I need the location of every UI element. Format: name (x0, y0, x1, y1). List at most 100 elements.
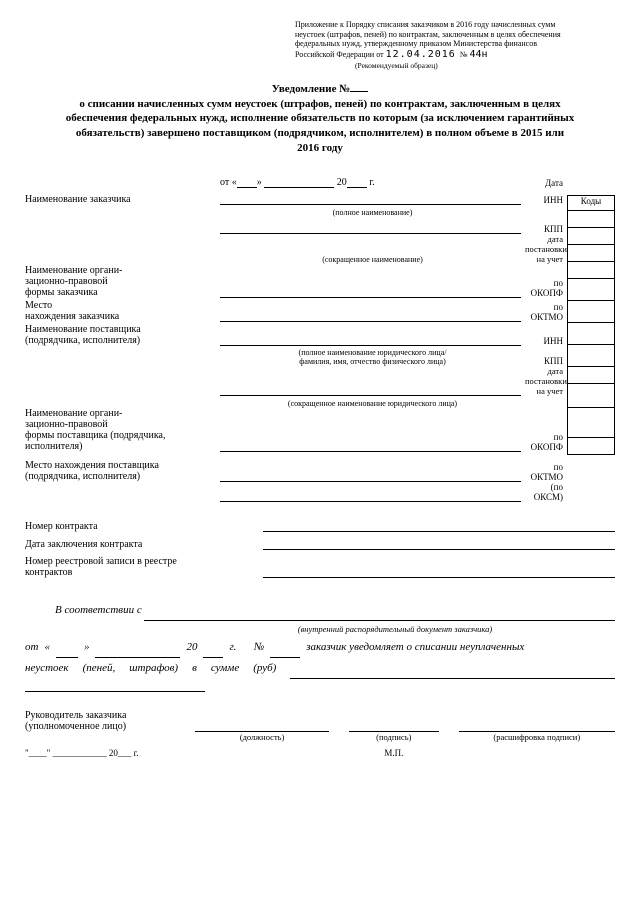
month-field2[interactable] (95, 645, 180, 658)
customer-name-label: Наименование заказчика (25, 194, 220, 205)
title-line: обеспечения федеральных нужд, исполнение… (25, 111, 615, 126)
signature-block: Руководитель заказчика (уполномоченное л… (25, 710, 615, 758)
supplier-short-field[interactable] (220, 382, 521, 396)
customer-location-row: Место нахождения заказчика по ОКТМО (25, 298, 615, 322)
rlabel-oktmo2: по ОКТМО (525, 462, 615, 482)
title-line: 2016 году (25, 141, 615, 156)
title-line: о списании начисленных сумм неустоек (шт… (25, 97, 615, 112)
amount-field[interactable] (290, 666, 615, 679)
appendix-line: Российской Федерации от 12.04.2016 № 44н (295, 49, 615, 61)
year-field[interactable] (347, 176, 367, 188)
contract-date-label: Дата заключения контракта (25, 539, 235, 550)
recommended-label: (Рекомендуемый образец) (355, 61, 615, 70)
rlabel-inn2: ИНН (525, 336, 615, 346)
appendix-block: Приложение к Порядку списания заказчиком… (295, 20, 615, 70)
num-label: № (254, 637, 264, 658)
customer-name-row: Наименование заказчика ИНН (25, 188, 615, 205)
contract-number-label: Номер контракта (25, 521, 235, 532)
title-line: обязательств) завершено поставщиком (под… (25, 126, 615, 141)
month-field[interactable] (264, 176, 334, 188)
ot-label: от (220, 177, 229, 188)
q: » (84, 637, 90, 658)
day-field2[interactable] (56, 645, 78, 658)
fulllegal-sub: (полное наименование юридического лица/ … (220, 348, 525, 366)
ot-label2: от (25, 637, 38, 658)
supplier-location-row: Место нахождения поставщика (подрядчика,… (25, 452, 615, 482)
doc-sub: (внутренний распорядительный документ за… (175, 621, 615, 637)
fines: (пеней, (83, 658, 116, 679)
supplier-name-row: Наименование поставщика (подрядчика, исп… (25, 322, 615, 346)
supplier-location-field2[interactable] (220, 488, 521, 502)
rlabel-date: Дата (525, 178, 615, 188)
notify-text: заказчик уведомляет о списании неуплачен… (306, 637, 524, 658)
appendix-date: 12.04.2016 (386, 49, 456, 60)
contract-number-field[interactable] (263, 518, 615, 532)
customer-orgform-field[interactable] (220, 284, 521, 298)
rlabel-okopf2: по ОКОПФ (525, 432, 615, 452)
q: « (44, 637, 50, 658)
decode-field[interactable] (459, 718, 615, 732)
notification-body: В соответствии с (внутренний распорядите… (25, 600, 615, 692)
supplier-name-label: Наименование поставщика (подрядчика, исп… (25, 324, 220, 346)
supplier-orgform-label: Наименование органи- зационно-правовой ф… (25, 408, 220, 452)
sum: сумме (211, 658, 239, 679)
mp-label: М.П. (349, 748, 438, 758)
shortname-sub: (сокращенное наименование) (220, 255, 525, 264)
customer-short-field[interactable] (220, 220, 521, 234)
rlabel-inn: ИНН (525, 195, 615, 205)
supplier-orgform-row: Наименование органи- зационно-правовой ф… (25, 408, 615, 452)
position-sub: (должность) (195, 732, 329, 742)
sign-field[interactable] (349, 718, 438, 732)
penalties: неустоек (25, 658, 69, 679)
rlabel-kpp2: КПП (525, 356, 615, 366)
rlabel-regdate: дата постановки на учет (525, 234, 615, 264)
ys: г. (229, 637, 236, 658)
rlabel-oksm: (по ОКСМ) (525, 482, 615, 502)
doc-ref-field[interactable] (144, 608, 615, 621)
supplier-location-field[interactable] (220, 468, 521, 482)
appendix-line: неустоек (штрафов, пеней) по контрактам,… (295, 30, 615, 40)
supplier-short-row: дата постановки на учет (25, 366, 615, 396)
rub: (руб) (253, 658, 276, 679)
customer-orgform-row: Наименование органи- зационно-правовой ф… (25, 264, 615, 298)
yp: 20 (186, 637, 197, 658)
year-prefix: 20 (337, 177, 347, 188)
order-num: 44н (469, 49, 487, 60)
contract-date-field[interactable] (263, 536, 615, 550)
document-title: Уведомление № о списании начисленных сум… (25, 82, 615, 156)
position-field[interactable] (195, 718, 329, 732)
amount-field2[interactable] (25, 679, 205, 692)
customer-location-field[interactable] (220, 308, 521, 322)
appendix-line: федеральных нужд, утвержденному приказом… (295, 39, 615, 49)
day-field[interactable] (237, 176, 257, 188)
form-area: от « » 20 г. Дата Наименование заказчика… (25, 170, 615, 578)
contract-registry-label: Номер реестровой записи в реестре контра… (25, 556, 235, 578)
order-prefix: № (460, 50, 468, 59)
contract-registry-field[interactable] (263, 564, 615, 578)
supplier-location-label: Место нахождения поставщика (подрядчика,… (25, 460, 220, 482)
quote: » (257, 177, 262, 188)
rlabel-kpp: КПП (525, 224, 615, 234)
customer-orgform-label: Наименование органи- зационно-правовой ф… (25, 265, 220, 298)
appendix-prefix: Российской Федерации от (295, 50, 384, 59)
accordance-label: В соответствии с (55, 600, 142, 621)
form-date-row: от « » 20 г. Дата (25, 170, 615, 188)
rlabel-regdate2: дата постановки на учет (525, 366, 615, 396)
contract-block: Номер контракта Дата заключения контракт… (25, 514, 615, 578)
title-prefix: Уведомление № (272, 83, 351, 95)
year-suffix: г. (369, 177, 374, 188)
supplier-orgform-field[interactable] (220, 438, 521, 452)
appendix-line: Приложение к Порядку списания заказчиком… (295, 20, 615, 30)
customer-name-field[interactable] (220, 191, 521, 205)
year-field2[interactable] (203, 645, 223, 658)
decode-sub: (расшифровка подписи) (459, 732, 615, 742)
rlabel-oktmo: по ОКТМО (525, 302, 615, 322)
penalties2: штрафов) (129, 658, 178, 679)
fullname-sub: (полное наименование) (220, 208, 525, 217)
in: в (192, 658, 197, 679)
docnum-field[interactable] (270, 645, 300, 658)
supplier-name-field[interactable] (220, 332, 521, 346)
shortlegal-sub: (сокращенное наименование юридического л… (220, 399, 525, 408)
sig-head-label: Руководитель заказчика (уполномоченное л… (25, 710, 195, 732)
customer-location-label: Место нахождения заказчика (25, 300, 220, 322)
